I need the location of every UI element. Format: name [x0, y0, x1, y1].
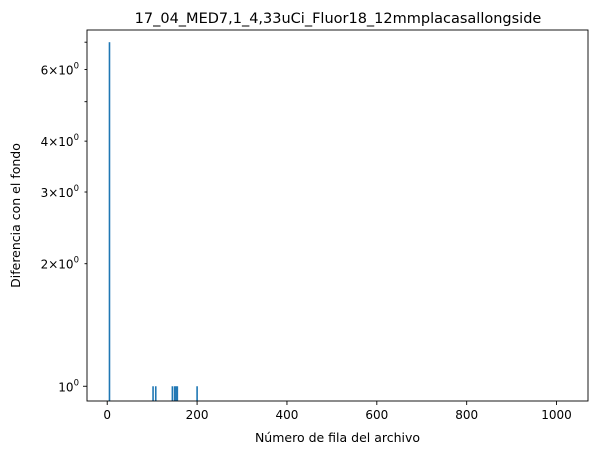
bar [108, 42, 111, 401]
x-tick-label: 1000 [541, 408, 572, 422]
y-axis-label: Diferencia con el fondo [8, 143, 23, 288]
bar [152, 386, 154, 401]
bar [176, 386, 179, 401]
x-axis: 0 200 400 600 800 1000 [103, 401, 572, 422]
y-minor-tick-label: 3×100 [41, 184, 79, 200]
bar [171, 386, 174, 401]
x-tick-label: 0 [103, 408, 111, 422]
y-minor-tick-label: 2×100 [41, 256, 79, 272]
bar [154, 386, 157, 401]
y-tick-label: 100 [58, 378, 79, 394]
plot-frame [86, 29, 589, 402]
x-tick-label: 200 [186, 408, 209, 422]
x-tick-label: 600 [365, 408, 388, 422]
bars-group [108, 42, 198, 401]
x-tick-label: 800 [455, 408, 478, 422]
bar [175, 386, 177, 401]
chart-title: 17_04_MED7,1_4,33uCi_Fluor18_12mmplacasa… [135, 11, 542, 27]
bar [173, 386, 176, 401]
y-axis: 100 2×100 3×100 4×100 6×100 [41, 41, 87, 394]
y-minor-tick-label: 6×100 [41, 61, 79, 77]
x-tick-label: 400 [275, 408, 298, 422]
x-axis-label: Número de fila del archivo [255, 430, 420, 445]
bar [196, 386, 198, 401]
y-minor-tick-label: 4×100 [41, 133, 79, 149]
